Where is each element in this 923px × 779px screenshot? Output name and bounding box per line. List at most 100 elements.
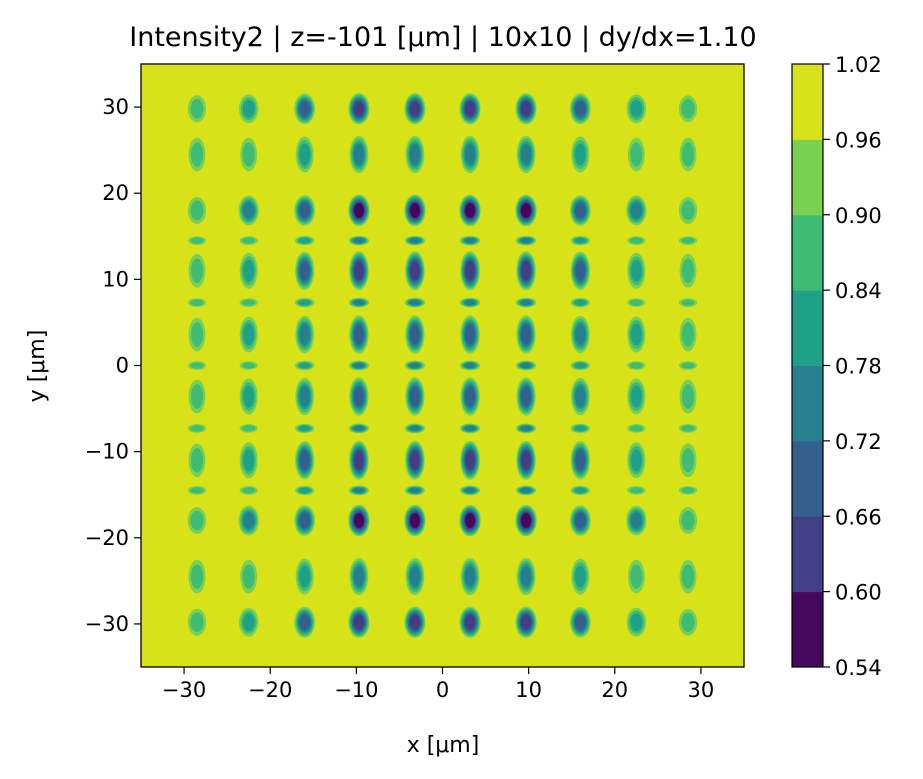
contour-level xyxy=(520,566,532,587)
contour-level xyxy=(354,324,364,345)
contour-blob xyxy=(625,312,648,357)
contour-blob xyxy=(459,438,481,482)
contour-blob xyxy=(514,484,538,497)
y-tick-label: 10 xyxy=(102,267,129,291)
contour-level xyxy=(521,261,531,281)
contour-blob xyxy=(676,422,700,434)
contour-blob xyxy=(676,91,700,127)
contour-level xyxy=(298,425,311,432)
contour-level xyxy=(190,487,204,494)
contour-level xyxy=(575,450,586,471)
contour-blob xyxy=(624,422,648,434)
contour-blob xyxy=(347,91,371,127)
contour-blob xyxy=(676,297,700,309)
contour-level xyxy=(630,142,643,167)
contour-blob xyxy=(404,555,426,599)
contour-blob xyxy=(459,312,481,357)
contour-blob xyxy=(404,438,426,482)
contour-level xyxy=(681,448,695,473)
contour-level xyxy=(353,513,364,528)
contour-blob xyxy=(237,132,260,176)
contour-blob xyxy=(293,312,316,357)
contour-blob xyxy=(404,249,426,293)
colorbar-band xyxy=(792,591,823,668)
contour-level xyxy=(464,101,476,117)
contour-level xyxy=(465,450,475,470)
contour-level xyxy=(681,322,695,347)
contour-blob xyxy=(568,484,592,497)
contour-level xyxy=(409,324,420,345)
contour-blob xyxy=(569,249,592,293)
contour-blob xyxy=(515,555,537,599)
contour-level xyxy=(409,144,421,165)
contour-level xyxy=(464,299,476,306)
contour-level xyxy=(190,510,204,531)
x-tick-label: 20 xyxy=(601,678,628,702)
contour-blob xyxy=(347,359,371,372)
contour-level xyxy=(190,564,204,589)
contour-level xyxy=(681,362,695,369)
contour-blob xyxy=(677,312,699,357)
contour-blob xyxy=(514,359,538,372)
contour-blob xyxy=(458,484,482,497)
contour-blob xyxy=(624,297,648,309)
x-tick-label: −20 xyxy=(248,678,292,702)
contour-level xyxy=(574,362,587,369)
contour-blob xyxy=(348,132,370,176)
contour-blob xyxy=(237,484,261,497)
contour-level xyxy=(243,512,255,529)
contour-level xyxy=(521,386,531,407)
contour-blob xyxy=(293,297,317,309)
contour-blob xyxy=(569,374,592,419)
contour-level xyxy=(190,258,204,283)
x-tick-label: 30 xyxy=(688,678,715,702)
contour-level xyxy=(299,324,310,345)
contour-blob xyxy=(625,132,648,176)
contour-level xyxy=(630,99,643,118)
contour-level xyxy=(243,202,255,219)
plot-area xyxy=(140,63,745,668)
contour-blob xyxy=(185,297,209,309)
contour-level xyxy=(630,449,642,472)
contour-blob xyxy=(348,555,370,599)
contour-level xyxy=(520,144,532,165)
contour-blob xyxy=(347,422,371,434)
contour-level xyxy=(521,450,531,470)
contour-blob xyxy=(458,503,482,538)
contour-level xyxy=(242,142,255,167)
contour-level xyxy=(629,425,643,432)
contour-level xyxy=(409,425,421,432)
contour-level xyxy=(681,237,695,244)
contour-blob xyxy=(459,249,481,293)
contour-level xyxy=(574,425,587,432)
colorbar-tick-label: 0.54 xyxy=(835,656,882,680)
contour-blob xyxy=(403,484,427,497)
contour-level xyxy=(353,362,365,369)
contour-blob xyxy=(677,374,699,419)
y-tick-label: 0 xyxy=(116,354,129,378)
contour-level xyxy=(630,202,642,219)
contour-blob xyxy=(293,484,317,497)
contour-blob xyxy=(293,503,317,538)
contour-blob xyxy=(459,555,481,599)
contour-blob xyxy=(624,484,648,497)
contour-blob xyxy=(185,503,209,538)
contour-blob xyxy=(348,249,370,293)
contour-blob xyxy=(568,359,592,372)
contour-blob xyxy=(404,374,426,419)
contour-level xyxy=(409,362,421,369)
contour-blob xyxy=(514,234,538,247)
contour-blob xyxy=(347,297,371,309)
contour-level xyxy=(630,613,643,632)
contour-level xyxy=(630,259,642,282)
contour-level xyxy=(242,362,256,369)
contour-blob xyxy=(237,297,261,309)
contour-blob xyxy=(185,604,209,640)
y-tick-label: 30 xyxy=(102,95,129,119)
contour-level xyxy=(353,425,365,432)
y-tick-label: −20 xyxy=(85,526,129,550)
contour-blob xyxy=(515,438,537,482)
contour-blob xyxy=(624,193,648,228)
contour-blob xyxy=(237,503,261,538)
x-tick-label: −10 xyxy=(334,678,378,702)
